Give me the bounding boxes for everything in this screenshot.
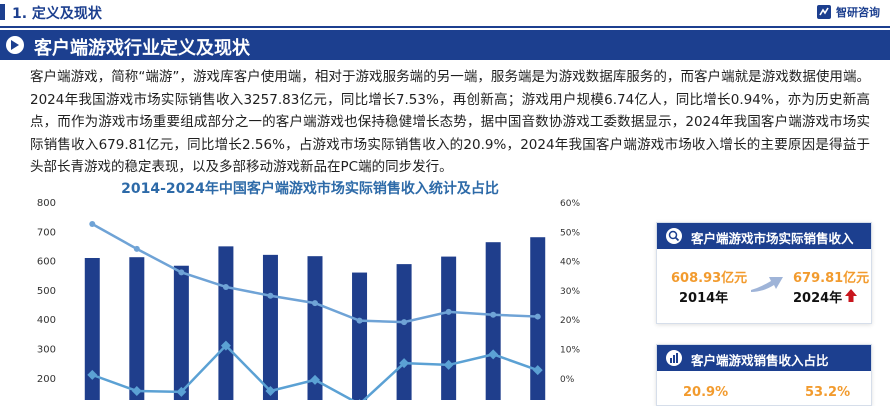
- revenue-bar: [218, 246, 234, 400]
- y-left-tick-label: 800: [37, 198, 56, 209]
- revenue-bar: [262, 254, 278, 400]
- bar-chart-icon: [666, 350, 682, 366]
- share-point: [534, 313, 541, 320]
- share-point: [178, 269, 185, 276]
- revenue-card: 客户端游戏市场实际销售收入 608.93亿元 2014年 679.81亿元 20…: [656, 222, 872, 324]
- growth-point: [532, 365, 543, 376]
- y-left-tick-label: 500: [37, 286, 56, 297]
- share-point: [89, 220, 96, 227]
- y-left-tick-label: 600: [37, 257, 56, 268]
- chart-title: 2014-2024年中国客户端游戏市场实际销售收入统计及占比: [121, 181, 499, 197]
- revenue-from-value: 608.93亿元: [671, 271, 748, 286]
- play-icon: [6, 36, 24, 54]
- share-card-header: 客户端游戏销售收入占比: [657, 345, 871, 371]
- share-point: [312, 300, 318, 307]
- banner-title: 客户端游戏行业定义及现状: [34, 38, 250, 59]
- y-right-tick-label: 0%: [560, 375, 575, 385]
- brand-logo: 智研咨询: [816, 4, 880, 20]
- section-title: 1. 定义及现状: [12, 6, 102, 22]
- share-left-value: 20.9%: [683, 385, 729, 400]
- section-banner: 客户端游戏行业定义及现状: [0, 30, 890, 60]
- share-right-value: 53.2%: [805, 385, 851, 400]
- revenue-bar: [485, 242, 501, 400]
- share-point: [445, 308, 452, 315]
- share-point: [401, 319, 408, 326]
- up-arrow-icon: [845, 289, 857, 302]
- revenue-to-value: 679.81亿元: [793, 271, 870, 286]
- y-left-tick-label: 700: [37, 227, 56, 238]
- revenue-bar: [441, 256, 457, 400]
- growth-arrow-icon: [751, 277, 783, 292]
- growth-point: [488, 349, 499, 360]
- growth-point: [265, 385, 276, 396]
- growth-point: [399, 358, 410, 369]
- revenue-bar: [352, 272, 368, 400]
- y-left-tick-label: 200: [37, 374, 56, 385]
- revenue-bar: [396, 264, 412, 400]
- share-point: [356, 317, 363, 324]
- growth-point: [87, 369, 98, 380]
- revenue-chart: 800 700 600 500 400 300 200 60% 50% 40% 30% 20% 10% 0…: [37, 198, 580, 400]
- section-tag: [0, 4, 5, 20]
- share-card: 客户端游戏销售收入占比 20.9% 53.2%: [656, 344, 872, 406]
- share-point: [133, 245, 140, 252]
- revenue-to-year: 2024年: [793, 291, 843, 306]
- revenue-card-header: 客户端游戏市场实际销售收入: [657, 223, 871, 249]
- search-chart-icon: [666, 228, 682, 244]
- share-point: [490, 311, 497, 318]
- growth-point: [176, 386, 187, 397]
- y-left-tick-label: 300: [37, 345, 56, 356]
- share-point: [222, 283, 229, 290]
- revenue-bar: [173, 265, 189, 400]
- top-header: 1. 定义及现状 智研咨询: [0, 0, 890, 28]
- brand-name: 智研咨询: [836, 6, 880, 19]
- growth-point: [443, 359, 454, 370]
- revenue-from-year: 2014年: [679, 291, 729, 306]
- y-right-tick-label: 30%: [560, 287, 580, 297]
- y-left-tick-label: 400: [37, 315, 56, 326]
- growth-point: [131, 385, 142, 396]
- share-card-title: 客户端游戏销售收入占比: [691, 353, 829, 368]
- growth-point: [220, 340, 231, 351]
- y-right-tick-label: 20%: [560, 316, 580, 326]
- growth-point: [310, 374, 320, 385]
- share-point: [267, 292, 274, 299]
- revenue-bar: [84, 257, 100, 400]
- revenue-bar: [129, 257, 145, 400]
- y-right-tick-label: 50%: [560, 228, 580, 238]
- y-right-tick-label: 10%: [560, 346, 580, 356]
- brand-logo-icon: [817, 5, 831, 19]
- intro-paragraph: 客户端游戏，简称“端游”，游戏库客户使用端，相对于游戏服务端的另一端，服务端是为…: [30, 69, 870, 175]
- revenue-card-title: 客户端游戏市场实际销售收入: [691, 231, 854, 246]
- y-right-tick-label: 60%: [560, 199, 580, 209]
- y-right-tick-label: 40%: [560, 258, 580, 268]
- revenue-bar: [307, 256, 323, 400]
